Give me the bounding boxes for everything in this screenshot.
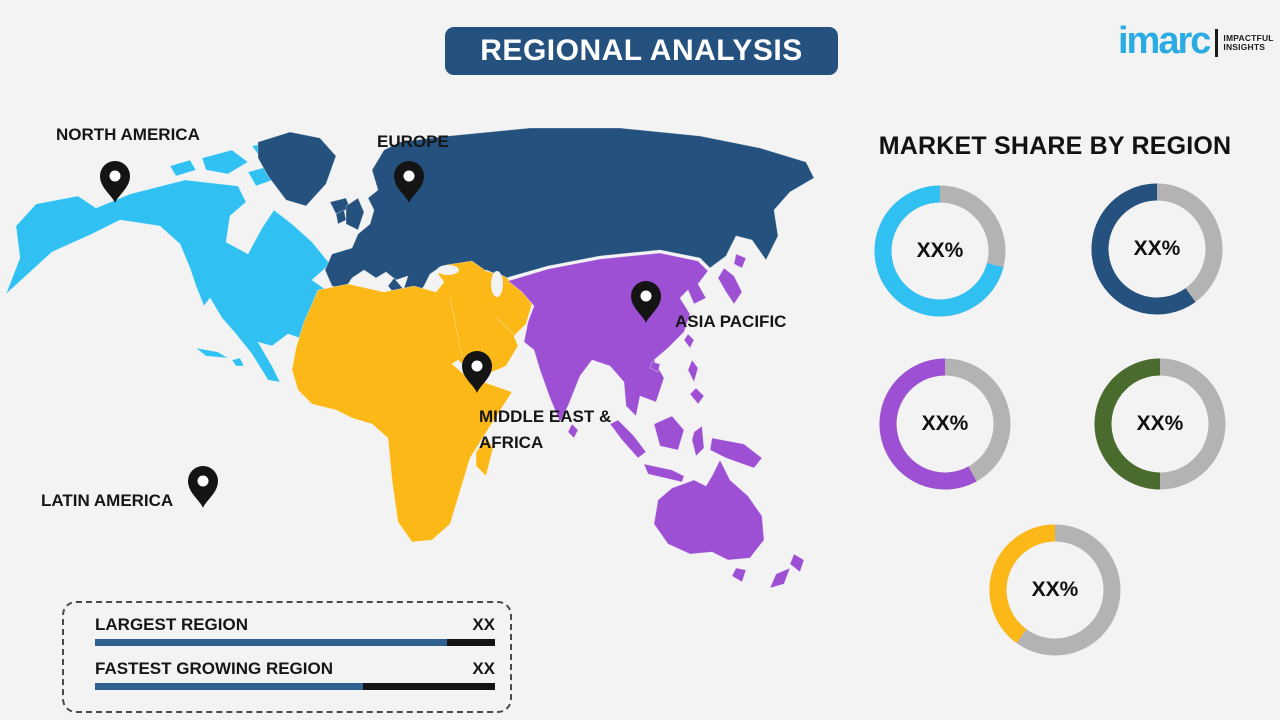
donut-value: XX% xyxy=(1031,578,1079,601)
region-label-asia-pacific: ASIA PACIFIC xyxy=(675,312,787,331)
map-pin-latin-america xyxy=(188,466,218,508)
legend-bar-rest xyxy=(363,683,495,690)
donut-svg xyxy=(1091,183,1223,315)
donut-chart-middle-east-africa: XX% xyxy=(980,515,1130,665)
legend-row-largest-region: LARGEST REGION XX xyxy=(95,615,495,646)
map-region-middle-east-africa xyxy=(291,260,533,543)
legend-box: LARGEST REGION XX FASTEST GROWING REGION… xyxy=(62,601,512,713)
region-label-europe: EUROPE xyxy=(377,132,449,151)
red-sea-gap xyxy=(449,297,463,357)
imarc-brand-text: imarc xyxy=(1118,20,1211,62)
region-label-middle-east-africa: MIDDLE EAST & AFRICA xyxy=(479,407,612,452)
donut-chart-north-america: XX% xyxy=(865,176,1015,326)
legend-value: XX xyxy=(472,615,495,634)
map-pins xyxy=(100,161,661,508)
donut-value: XX% xyxy=(1133,237,1181,260)
region-label-latin-america: LATIN AMERICA xyxy=(41,491,174,510)
region-label-north-america: NORTH AMERICA xyxy=(56,125,200,144)
market-share-heading: MARKET SHARE BY REGION xyxy=(878,132,1232,160)
legend-bar-fill xyxy=(95,683,363,690)
donut-value: XX% xyxy=(1136,412,1184,435)
map-pin-asia-pacific xyxy=(631,281,661,323)
black-sea-gap xyxy=(437,265,459,275)
legend-bar-fill xyxy=(95,639,447,646)
persian-gulf-gap xyxy=(495,317,515,335)
page-title: REGIONAL ANALYSIS xyxy=(480,34,803,67)
donut-value: XX% xyxy=(916,239,964,262)
map-pin-middle-east-africa xyxy=(462,351,492,393)
donut-value: XX% xyxy=(921,412,969,435)
donut-svg xyxy=(874,185,1006,317)
map-region-north-america xyxy=(5,139,333,383)
donut-chart-latin-america: XX% xyxy=(1085,349,1235,499)
legend-label: LARGEST REGION xyxy=(95,615,249,634)
title-banner: REGIONAL ANALYSIS xyxy=(445,27,838,75)
donut-svg xyxy=(989,524,1121,656)
legend-bar-rest xyxy=(447,639,495,646)
legend-label: FASTEST GROWING REGION xyxy=(95,659,334,678)
imarc-logo: imarc IMPACTFUL INSIGHTS xyxy=(1118,22,1274,60)
map-pin-north-america xyxy=(100,161,130,203)
legend-bar xyxy=(95,639,495,646)
donut-svg xyxy=(879,358,1011,490)
donut-svg xyxy=(1094,358,1226,490)
logo-tagline: IMPACTFUL INSIGHTS xyxy=(1223,32,1274,52)
legend-value: XX xyxy=(472,659,495,678)
world-map xyxy=(5,127,815,589)
donut-chart-asia-pacific: XX% xyxy=(870,349,1020,499)
legend-row-fastest-growing-region: FASTEST GROWING REGION XX xyxy=(95,659,495,690)
logo-divider xyxy=(1215,29,1219,57)
map-pin-europe xyxy=(394,161,424,203)
caspian-sea-gap xyxy=(491,271,503,297)
legend-bar xyxy=(95,683,495,690)
donut-chart-europe: XX% xyxy=(1082,174,1232,324)
